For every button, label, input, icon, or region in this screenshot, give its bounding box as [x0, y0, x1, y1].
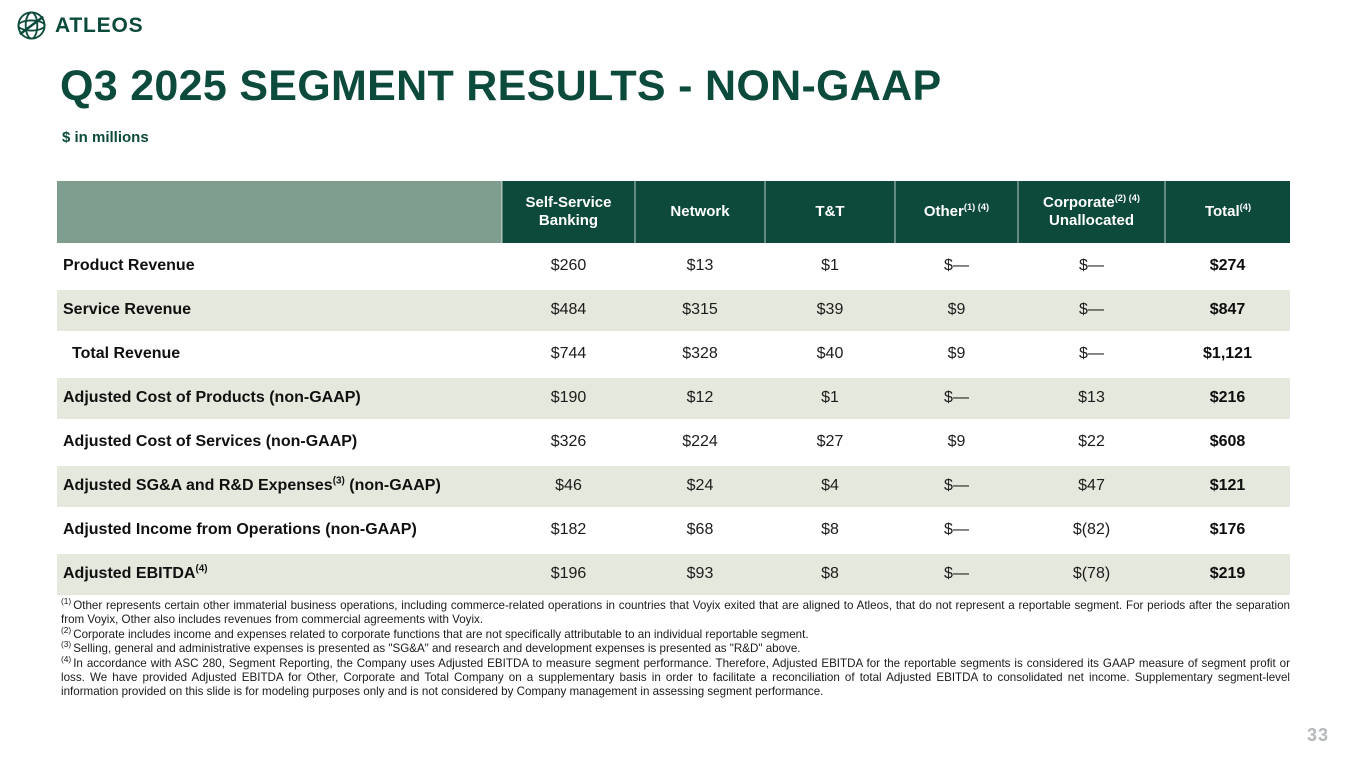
cell-value: $190	[502, 374, 635, 422]
cell-value: $40	[765, 330, 895, 378]
row-label: Adjusted Income from Operations (non-GAA…	[57, 506, 502, 554]
cell-value: $—	[895, 462, 1018, 510]
table-row: Adjusted Cost of Services (non-GAAP) $326…	[57, 418, 1290, 466]
cell-value: $847	[1165, 286, 1290, 334]
cell-value: $182	[502, 506, 635, 554]
column-header-corporate-unallocated: Corporate(2) (4) Unallocated	[1017, 181, 1165, 244]
table-row: Service Revenue $484 $315 $39 $9 $— $847	[57, 286, 1290, 334]
column-header-tnt: T&T	[764, 181, 895, 244]
cell-value: $—	[1018, 286, 1165, 334]
cell-value: $93	[635, 550, 765, 598]
cell-value: $47	[1018, 462, 1165, 510]
cell-value: $8	[765, 506, 895, 554]
cell-value: $—	[895, 242, 1018, 290]
footnote-4: (4) In accordance with ASC 280, Segment R…	[61, 653, 1290, 699]
cell-value: $—	[1018, 330, 1165, 378]
cell-value: $12	[635, 374, 765, 422]
cell-value: $326	[502, 418, 635, 466]
cell-value: $121	[1165, 462, 1290, 510]
cell-value: $1	[765, 242, 895, 290]
footnotes-block: (1) Other represents certain other immate…	[61, 596, 1290, 700]
table-row: Total Revenue $744 $328 $40 $9 $— $1,121	[57, 330, 1290, 378]
cell-value: $219	[1165, 550, 1290, 598]
table-row: Adjusted SG&A and R&D Expenses(3) (non-G…	[57, 462, 1290, 510]
cell-value: $176	[1165, 506, 1290, 554]
table-row: Adjusted Income from Operations (non-GAA…	[57, 506, 1290, 554]
cell-value: $(78)	[1018, 550, 1165, 598]
row-label: Total Revenue	[57, 330, 502, 378]
cell-value: $—	[895, 374, 1018, 422]
footnote-2: (2) Corporate includes income and expense…	[61, 624, 809, 641]
globe-icon	[16, 10, 47, 41]
cell-value: $22	[1018, 418, 1165, 466]
table-row: Adjusted Cost of Products (non-GAAP) $190…	[57, 374, 1290, 422]
footnote-1: (1) Other represents certain other immate…	[61, 596, 1290, 627]
units-subtitle: $ in millions	[62, 129, 149, 146]
cell-value: $260	[502, 242, 635, 290]
cell-value: $46	[502, 462, 635, 510]
cell-value: $328	[635, 330, 765, 378]
cell-value: $9	[895, 330, 1018, 378]
cell-value: $68	[635, 506, 765, 554]
column-header-other: Other(1) (4)	[894, 181, 1018, 244]
cell-value: $24	[635, 462, 765, 510]
cell-value: $(82)	[1018, 506, 1165, 554]
cell-value: $8	[765, 550, 895, 598]
row-label: Adjusted Cost of Services (non-GAAP)	[57, 418, 502, 466]
brand-logo-group: ATLEOS	[16, 10, 143, 41]
cell-value: $—	[895, 550, 1018, 598]
cell-value: $1,121	[1165, 330, 1290, 378]
cell-value: $13	[1018, 374, 1165, 422]
table-header-row: Self-Service Banking Network T&T Other(1) (…	[57, 181, 1290, 244]
cell-value: $1	[765, 374, 895, 422]
cell-value: $39	[765, 286, 895, 334]
segment-results-table: Self-Service Banking Network T&T Other(1) (…	[57, 181, 1290, 598]
row-label: Adjusted SG&A and R&D Expenses(3) (non-G…	[57, 462, 502, 510]
cell-value: $27	[765, 418, 895, 466]
cell-value: $4	[765, 462, 895, 510]
footnote-3: (3) Selling, general and administrative e…	[61, 639, 801, 656]
table-row: Adjusted EBITDA(4) $196 $93 $8 $— $(78) $219	[57, 550, 1290, 598]
row-label: Product Revenue	[57, 242, 502, 290]
cell-value: $608	[1165, 418, 1290, 466]
cell-value: $196	[502, 550, 635, 598]
cell-value: $484	[502, 286, 635, 334]
row-label: Adjusted Cost of Products (non-GAAP)	[57, 374, 502, 422]
cell-value: $744	[502, 330, 635, 378]
cell-value: $—	[895, 506, 1018, 554]
cell-value: $9	[895, 286, 1018, 334]
column-header-total: Total(4)	[1164, 181, 1290, 244]
cell-value: $274	[1165, 242, 1290, 290]
cell-value: $224	[635, 418, 765, 466]
table-corner-cell	[57, 181, 502, 244]
cell-value: $216	[1165, 374, 1290, 422]
cell-value: $315	[635, 286, 765, 334]
table-row: Product Revenue $260 $13 $1 $— $— $274	[57, 242, 1290, 290]
row-label: Service Revenue	[57, 286, 502, 334]
page-number: 33	[1306, 725, 1329, 745]
cell-value: $9	[895, 418, 1018, 466]
column-header-self-service-banking: Self-Service Banking	[501, 181, 635, 244]
brand-name: ATLEOS	[55, 13, 144, 37]
cell-value: $—	[1018, 242, 1165, 290]
row-label: Adjusted EBITDA(4)	[57, 550, 502, 598]
page-title: Q3 2025 SEGMENT RESULTS - NON-GAAP	[60, 62, 942, 110]
column-header-network: Network	[634, 181, 765, 244]
cell-value: $13	[635, 242, 765, 290]
